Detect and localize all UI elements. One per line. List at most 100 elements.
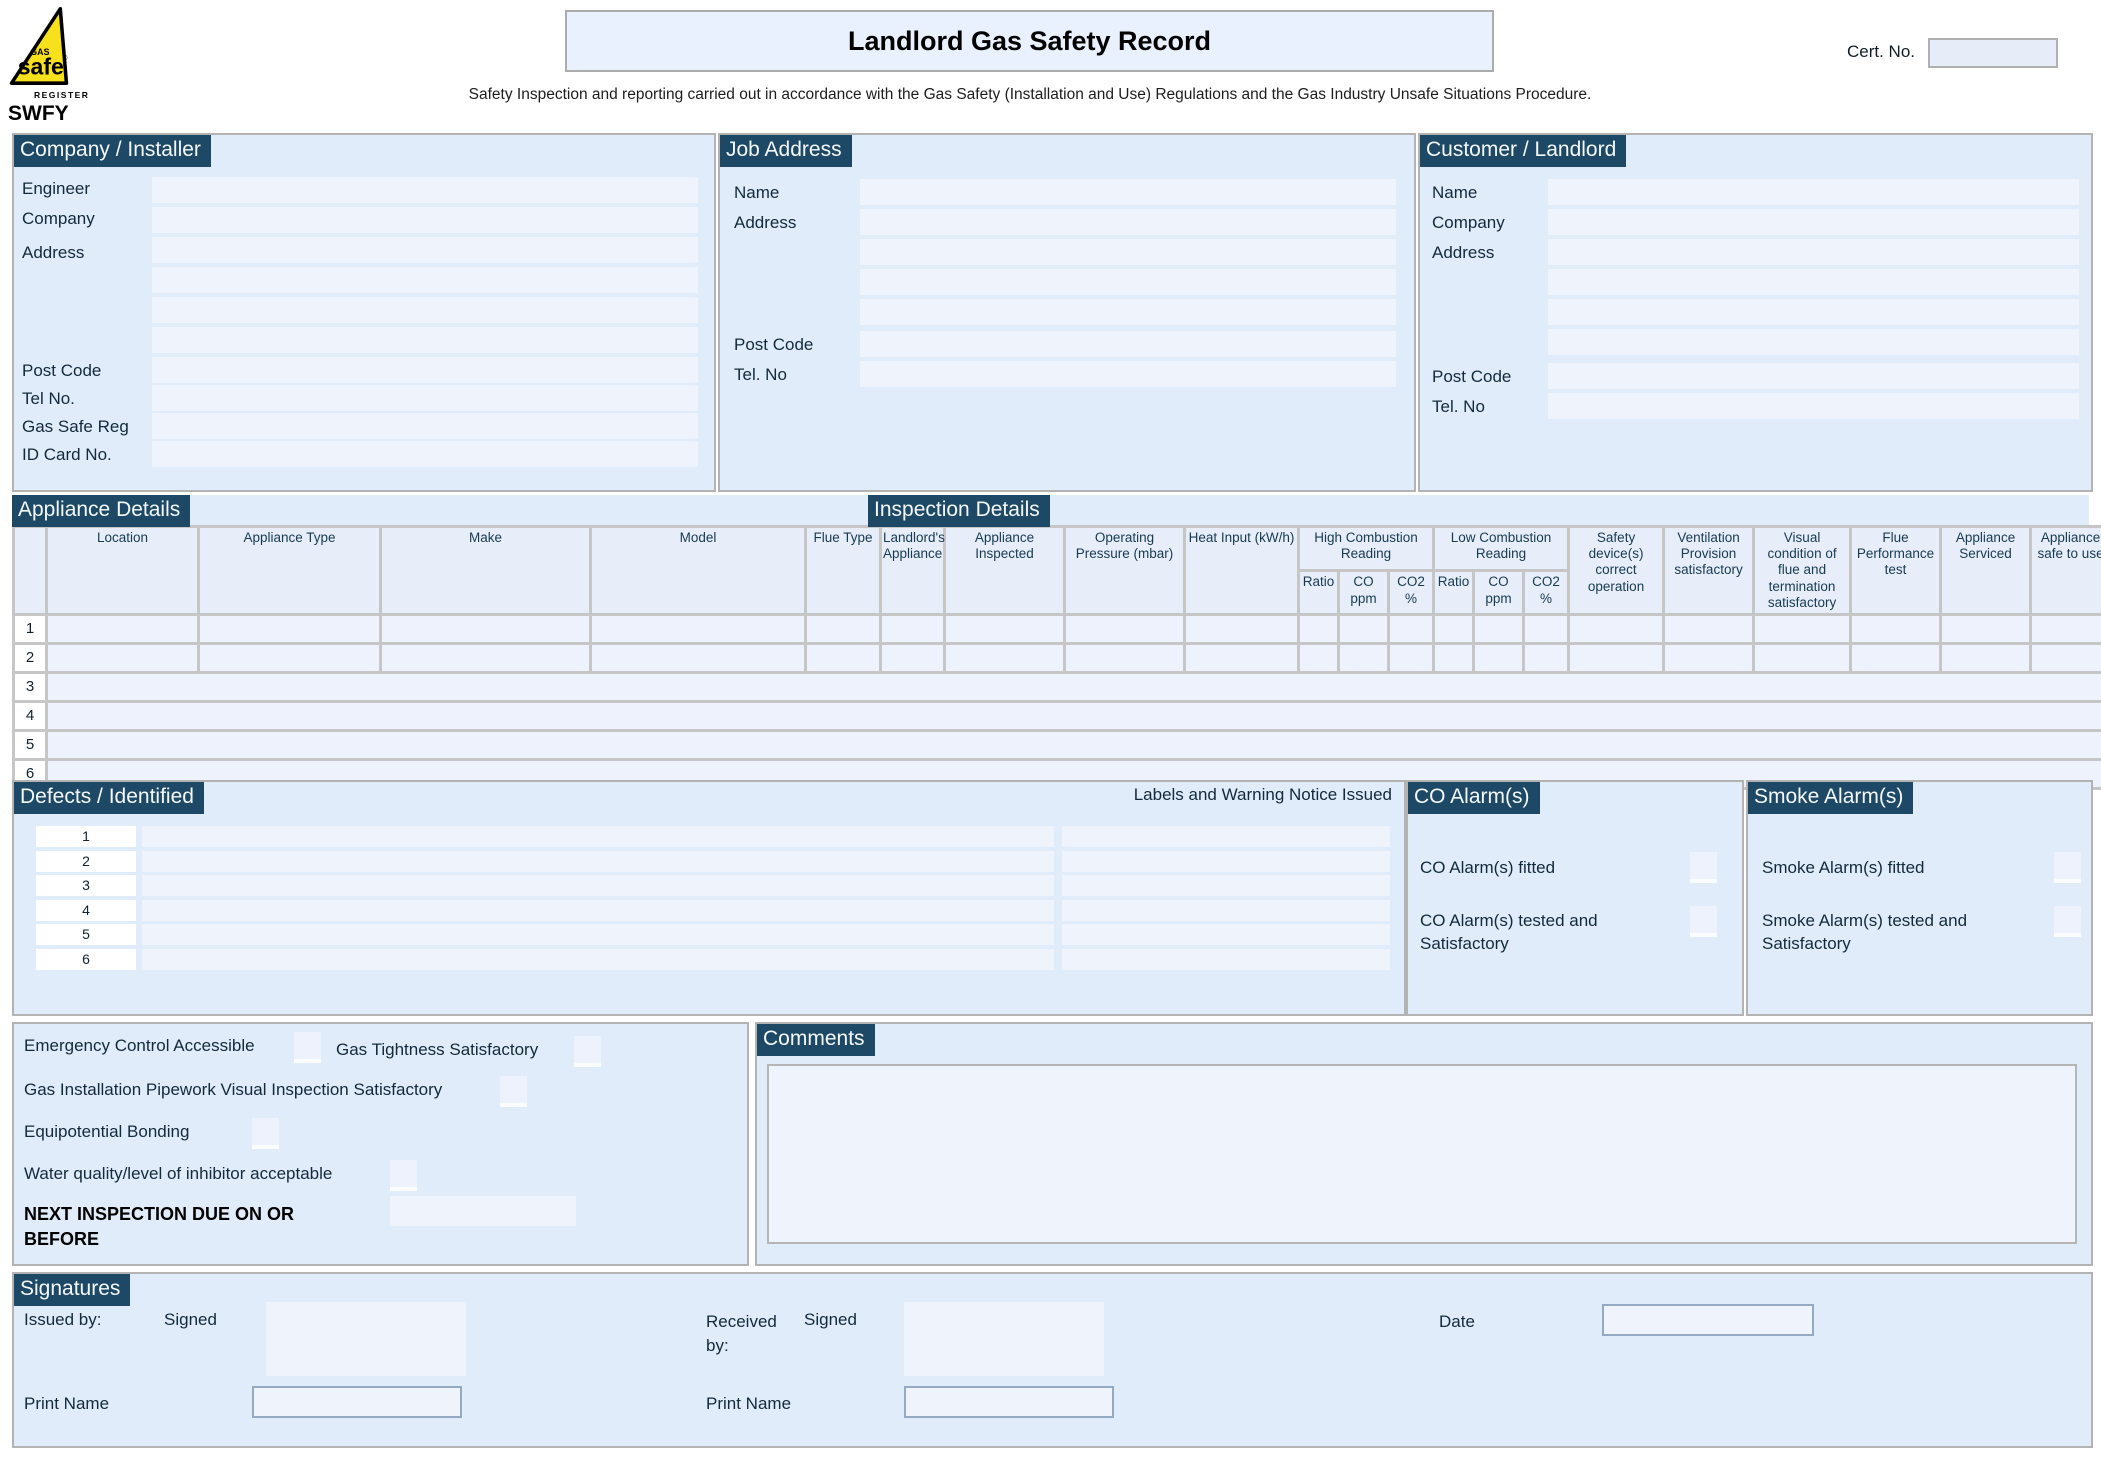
cust-address-line3-input[interactable] (1548, 299, 2079, 325)
cust-tel-input[interactable] (1548, 393, 2079, 419)
job-tel-input[interactable] (860, 361, 1396, 387)
date-input[interactable] (1602, 1304, 1814, 1336)
cell-input[interactable] (199, 643, 381, 672)
cell-input[interactable] (1941, 643, 2031, 672)
cell-input[interactable] (1185, 643, 1299, 672)
address-line2-input[interactable] (152, 267, 698, 293)
job-address-line4-input[interactable] (860, 299, 1396, 325)
cell-input[interactable] (1569, 643, 1664, 672)
job-address-line2-input[interactable] (860, 239, 1396, 265)
cell-input[interactable] (1299, 643, 1339, 672)
defect-input[interactable] (142, 949, 1054, 970)
job-name-input[interactable] (860, 179, 1396, 205)
row-merged-input[interactable] (47, 672, 2101, 701)
cell-input[interactable] (1389, 643, 1434, 672)
id-card-input[interactable] (152, 441, 698, 467)
job-postcode-input[interactable] (860, 331, 1396, 357)
cell-input[interactable] (1474, 614, 1524, 643)
warning-notice-input[interactable] (1062, 826, 1390, 847)
smoke-alarm-tested-checkbox[interactable] (2054, 906, 2081, 937)
company-input[interactable] (152, 207, 698, 233)
cust-address-line4-input[interactable] (1548, 329, 2079, 355)
tel-input[interactable] (152, 385, 698, 411)
cust-postcode-input[interactable] (1548, 363, 2079, 389)
gas-safe-reg-input[interactable] (152, 413, 698, 439)
cell-input[interactable] (47, 643, 199, 672)
address-line4-input[interactable] (152, 327, 698, 353)
cell-input[interactable] (2031, 614, 2101, 643)
cell-input[interactable] (1065, 643, 1185, 672)
cell-input[interactable] (1339, 614, 1389, 643)
comments-textarea[interactable] (767, 1064, 2077, 1244)
job-address-line3-input[interactable] (860, 269, 1396, 295)
cell-input[interactable] (945, 643, 1065, 672)
defect-input[interactable] (142, 826, 1054, 847)
warning-notice-input[interactable] (1062, 924, 1390, 945)
warning-notice-input[interactable] (1062, 851, 1390, 872)
cell-input[interactable] (47, 614, 199, 643)
cell-input[interactable] (1569, 614, 1664, 643)
cell-input[interactable] (1941, 614, 2031, 643)
warning-notice-input[interactable] (1062, 949, 1390, 970)
cust-company-input[interactable] (1548, 209, 2079, 235)
cell-input[interactable] (1851, 614, 1941, 643)
emergency-control-checkbox[interactable] (294, 1032, 321, 1063)
row-merged-input[interactable] (47, 730, 2101, 759)
cell-input[interactable] (381, 643, 591, 672)
defect-input[interactable] (142, 875, 1054, 896)
job-address-line1-input[interactable] (860, 209, 1396, 235)
row-merged-input[interactable] (47, 701, 2101, 730)
cell-input[interactable] (1474, 643, 1524, 672)
defect-input[interactable] (142, 900, 1054, 921)
warning-notice-input[interactable] (1062, 900, 1390, 921)
issued-signature-box[interactable] (266, 1302, 466, 1376)
cell-input[interactable] (591, 614, 806, 643)
defect-input[interactable] (142, 851, 1054, 872)
defect-input[interactable] (142, 924, 1054, 945)
next-inspection-date-input[interactable] (390, 1196, 576, 1226)
co-alarm-fitted-checkbox[interactable] (1690, 852, 1717, 883)
address-line3-input[interactable] (152, 297, 698, 323)
cell-input[interactable] (1065, 614, 1185, 643)
cert-no-input[interactable] (1928, 38, 2058, 68)
cell-input[interactable] (199, 614, 381, 643)
cust-name-input[interactable] (1548, 179, 2079, 205)
cell-input[interactable] (591, 643, 806, 672)
cell-input[interactable] (1434, 614, 1474, 643)
cell-input[interactable] (381, 614, 591, 643)
postcode-input[interactable] (152, 357, 698, 383)
issued-print-name-input[interactable] (252, 1386, 462, 1418)
cell-input[interactable] (945, 614, 1065, 643)
cell-input[interactable] (1434, 643, 1474, 672)
cell-input[interactable] (1185, 614, 1299, 643)
cell-input[interactable] (1524, 614, 1569, 643)
pipework-inspection-checkbox[interactable] (500, 1076, 527, 1107)
cell-input[interactable] (806, 614, 881, 643)
cell-input[interactable] (1339, 643, 1389, 672)
cell-input[interactable] (806, 643, 881, 672)
issued-print-name-label: Print Name (24, 1394, 109, 1414)
equipotential-bonding-checkbox[interactable] (252, 1118, 279, 1149)
cell-input[interactable] (881, 643, 945, 672)
cell-input[interactable] (1389, 614, 1434, 643)
water-quality-checkbox[interactable] (390, 1160, 417, 1191)
cell-input[interactable] (1851, 643, 1941, 672)
cell-input[interactable] (881, 614, 945, 643)
cell-input[interactable] (1664, 643, 1754, 672)
gas-tightness-checkbox[interactable] (574, 1036, 601, 1067)
cust-address-line2-input[interactable] (1548, 269, 2079, 295)
warning-notice-input[interactable] (1062, 875, 1390, 896)
engineer-input[interactable] (152, 177, 698, 203)
received-print-name-input[interactable] (904, 1386, 1114, 1418)
cell-input[interactable] (1754, 643, 1851, 672)
cell-input[interactable] (2031, 643, 2101, 672)
received-signature-box[interactable] (904, 1302, 1104, 1376)
address-line1-input[interactable] (152, 237, 698, 263)
co-alarm-tested-checkbox[interactable] (1690, 906, 1717, 937)
cell-input[interactable] (1754, 614, 1851, 643)
smoke-alarm-fitted-checkbox[interactable] (2054, 852, 2081, 883)
cell-input[interactable] (1664, 614, 1754, 643)
cust-address-line1-input[interactable] (1548, 239, 2079, 265)
cell-input[interactable] (1524, 643, 1569, 672)
cell-input[interactable] (1299, 614, 1339, 643)
